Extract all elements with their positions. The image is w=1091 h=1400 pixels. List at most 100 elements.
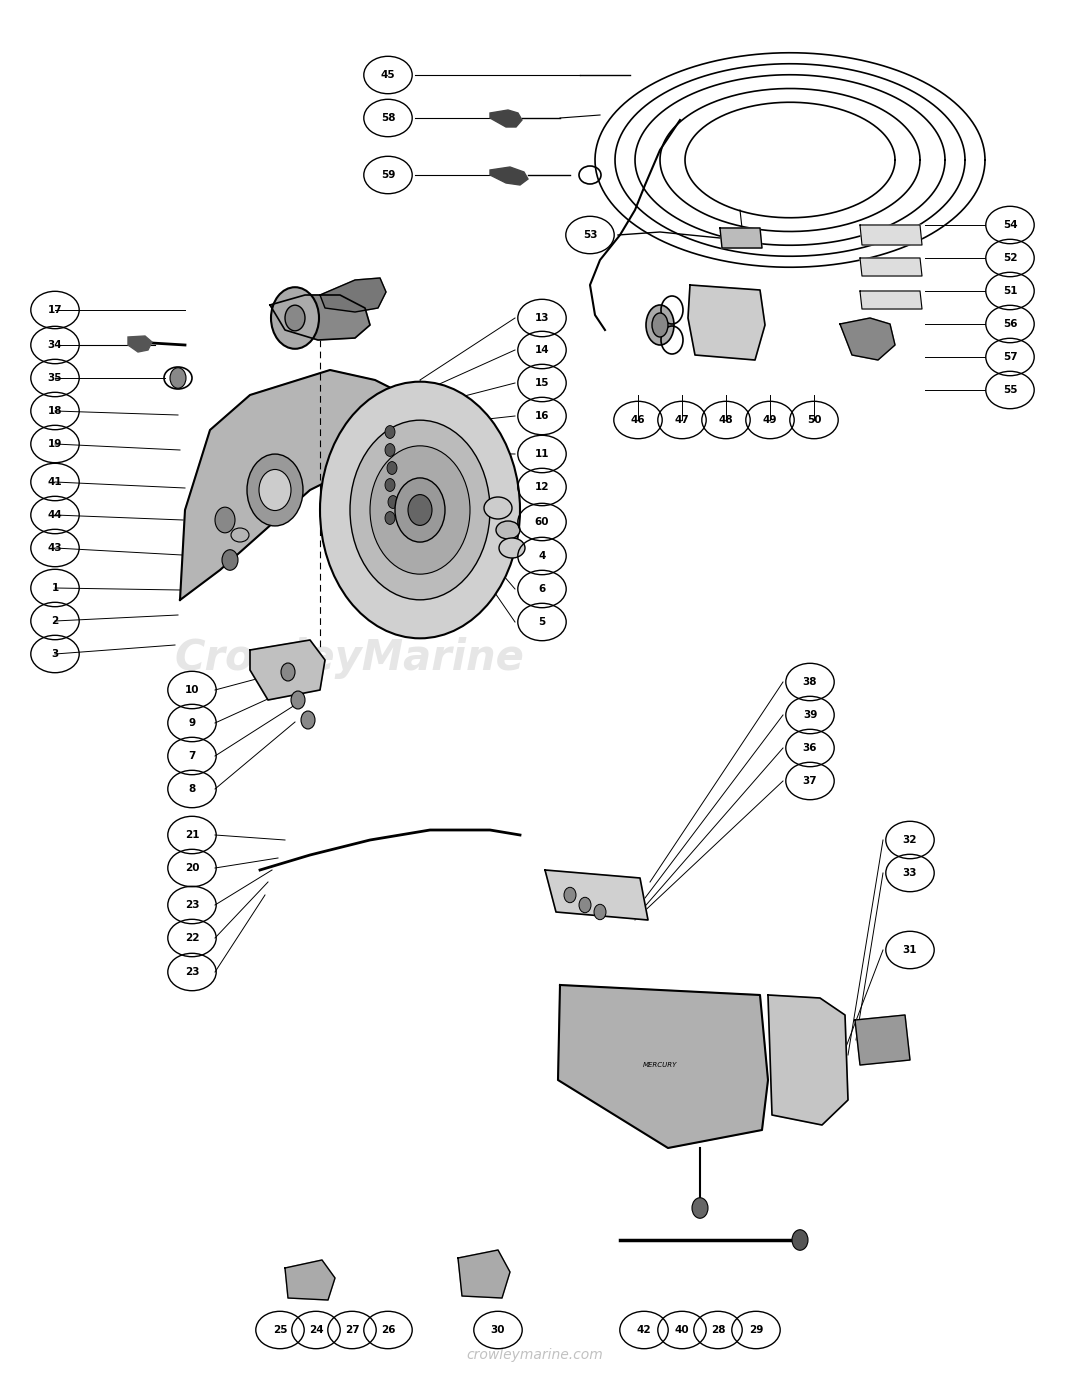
Text: 26: 26 [381, 1324, 395, 1336]
Text: 59: 59 [381, 169, 395, 181]
Text: 20: 20 [184, 862, 200, 874]
Polygon shape [840, 318, 895, 360]
Text: 4: 4 [538, 552, 546, 561]
Circle shape [320, 382, 520, 638]
Text: 21: 21 [184, 830, 200, 840]
Text: 39: 39 [803, 710, 817, 720]
Text: 35: 35 [48, 372, 62, 384]
Text: 25: 25 [273, 1324, 287, 1336]
Ellipse shape [496, 521, 520, 539]
Circle shape [221, 550, 238, 570]
Text: 56: 56 [1003, 319, 1017, 329]
Circle shape [385, 479, 395, 491]
Text: 50: 50 [806, 414, 822, 426]
Text: 19: 19 [48, 440, 62, 449]
Text: 10: 10 [184, 685, 200, 694]
Text: 11: 11 [535, 449, 549, 459]
Text: 14: 14 [535, 344, 549, 356]
Text: 38: 38 [803, 678, 817, 687]
Text: 37: 37 [803, 776, 817, 785]
Ellipse shape [484, 497, 512, 519]
Text: 48: 48 [719, 414, 733, 426]
Text: 31: 31 [902, 945, 918, 955]
Polygon shape [250, 640, 325, 700]
Text: 49: 49 [763, 414, 777, 426]
Circle shape [385, 444, 395, 456]
Text: 3: 3 [51, 650, 59, 659]
Polygon shape [860, 258, 922, 276]
Ellipse shape [652, 314, 668, 337]
Polygon shape [546, 869, 648, 920]
Text: 57: 57 [1003, 351, 1017, 363]
Text: 22: 22 [184, 932, 200, 944]
Text: 1: 1 [51, 582, 59, 594]
Text: 40: 40 [674, 1324, 690, 1336]
Text: 45: 45 [381, 70, 395, 80]
Text: crowleymarine.com: crowleymarine.com [467, 1348, 603, 1362]
Polygon shape [490, 111, 521, 127]
Circle shape [385, 426, 395, 438]
Circle shape [385, 511, 395, 525]
Circle shape [579, 897, 591, 913]
Text: 54: 54 [1003, 220, 1017, 230]
Text: 17: 17 [48, 305, 62, 315]
Text: 60: 60 [535, 517, 549, 526]
Polygon shape [128, 336, 152, 351]
Text: 24: 24 [309, 1324, 323, 1336]
Circle shape [388, 496, 398, 508]
Circle shape [350, 420, 490, 599]
Polygon shape [558, 986, 768, 1148]
Text: 58: 58 [381, 113, 395, 123]
Circle shape [247, 454, 303, 526]
Polygon shape [458, 1250, 509, 1298]
Circle shape [215, 507, 235, 533]
Ellipse shape [499, 538, 525, 559]
Circle shape [271, 287, 319, 349]
Circle shape [170, 368, 185, 388]
Text: 43: 43 [48, 543, 62, 553]
Circle shape [291, 692, 305, 708]
Text: 46: 46 [631, 414, 645, 426]
Text: 42: 42 [637, 1324, 651, 1336]
Circle shape [408, 494, 432, 525]
Circle shape [692, 1198, 708, 1218]
Text: 15: 15 [535, 378, 549, 388]
Polygon shape [860, 291, 922, 309]
Text: 47: 47 [674, 414, 690, 426]
Circle shape [281, 664, 295, 680]
Text: 51: 51 [1003, 286, 1017, 295]
Circle shape [285, 305, 305, 330]
Ellipse shape [646, 305, 674, 344]
Text: 8: 8 [189, 784, 195, 794]
Text: 27: 27 [345, 1324, 359, 1336]
Text: 33: 33 [902, 868, 918, 878]
Circle shape [564, 888, 576, 903]
Polygon shape [768, 995, 848, 1126]
Polygon shape [720, 228, 762, 248]
Text: MERCURY: MERCURY [643, 1063, 678, 1068]
Polygon shape [269, 295, 370, 340]
Text: 23: 23 [184, 967, 200, 977]
Circle shape [594, 904, 606, 920]
Circle shape [792, 1229, 808, 1250]
Text: CrowleyMarine: CrowleyMarine [175, 637, 524, 679]
Text: 41: 41 [48, 477, 62, 487]
Circle shape [301, 711, 315, 729]
Text: 36: 36 [803, 743, 817, 753]
Text: 12: 12 [535, 482, 549, 491]
Text: 18: 18 [48, 406, 62, 416]
Text: 5: 5 [538, 617, 546, 627]
Text: 32: 32 [902, 834, 918, 846]
Text: 52: 52 [1003, 253, 1017, 263]
Text: 53: 53 [583, 230, 597, 239]
Polygon shape [855, 1015, 910, 1065]
Polygon shape [180, 370, 420, 601]
Polygon shape [320, 279, 386, 312]
Text: 55: 55 [1003, 385, 1017, 395]
Text: 7: 7 [189, 750, 195, 762]
Text: 6: 6 [538, 584, 546, 594]
Text: 44: 44 [48, 510, 62, 519]
Text: 30: 30 [491, 1324, 505, 1336]
Text: 2: 2 [51, 616, 59, 626]
Circle shape [395, 477, 445, 542]
